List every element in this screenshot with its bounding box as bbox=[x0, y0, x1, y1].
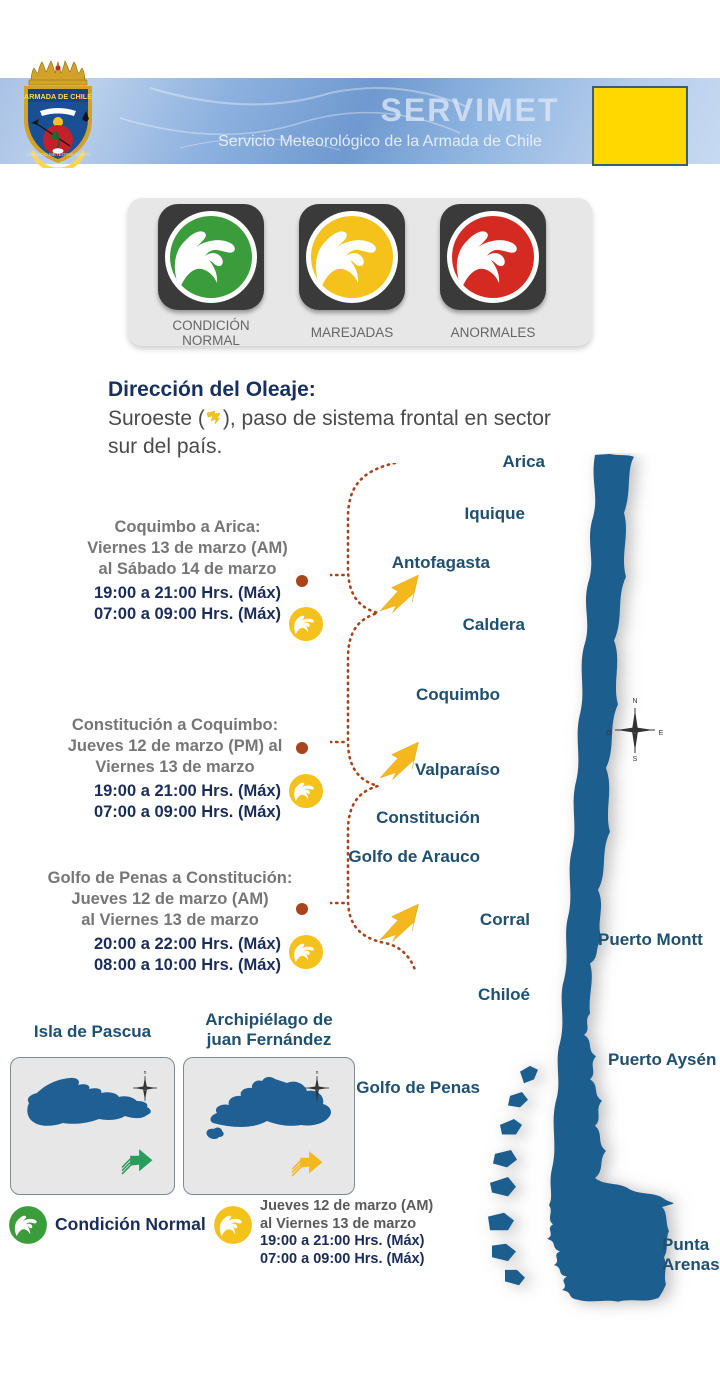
svg-text:n: n bbox=[144, 1070, 147, 1076]
svg-text:S: S bbox=[633, 756, 638, 763]
svg-text:E: E bbox=[659, 730, 664, 737]
svg-text:O: O bbox=[606, 730, 612, 737]
svg-text:N: N bbox=[632, 698, 637, 705]
svg-text:n: n bbox=[316, 1070, 319, 1076]
svg-text:ARMADA DE CHILE: ARMADA DE CHILE bbox=[24, 92, 92, 101]
svg-text:SERVICIO METEOROLOGICO: SERVICIO METEOROLOGICO bbox=[26, 152, 91, 157]
